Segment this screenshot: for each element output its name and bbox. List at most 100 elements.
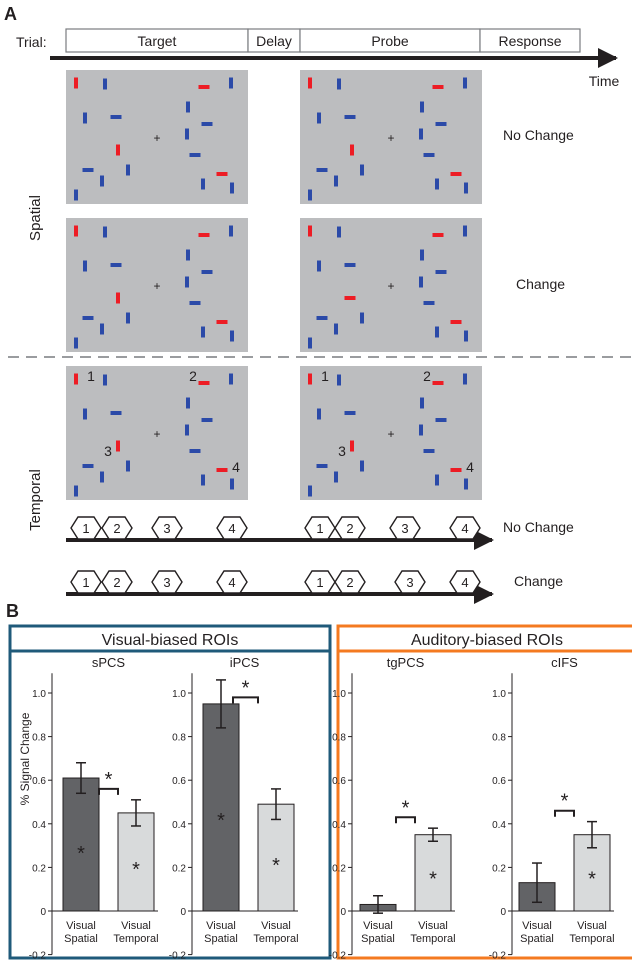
y-tick-label: 1.0 [172, 689, 186, 700]
x-category-line1: Visual [418, 920, 448, 932]
blue-bar [360, 312, 364, 324]
condition-spatial-change: Change [516, 276, 565, 292]
comparison-bracket [98, 787, 119, 795]
blue-bar [316, 316, 328, 320]
blue-bar [186, 249, 190, 261]
phase-delay: Delay [256, 33, 292, 49]
sequence-number: 2 [113, 575, 120, 590]
chart-tgPCS: -0.200.20.40.60.81.0tgPCSVisualSpatialVi… [329, 655, 456, 961]
screen-background [300, 366, 482, 500]
y-tick-label: -0.2 [489, 951, 507, 961]
sequence-number: 4 [461, 521, 468, 536]
sequence-number: 3 [163, 521, 170, 536]
y-tick-label: 0.2 [172, 863, 186, 874]
phase-response: Response [498, 33, 561, 49]
blue-bar [317, 112, 321, 124]
y-tick-label: 0 [180, 907, 186, 918]
red-target-bar [432, 85, 444, 89]
red-target-bar [350, 144, 354, 156]
blue-bar [423, 153, 435, 157]
blue-bar [337, 374, 341, 386]
x-category-line1: Visual [121, 920, 151, 932]
blue-bar [189, 301, 201, 305]
red-target-bar [198, 233, 210, 237]
red-target-bar [350, 440, 354, 452]
red-target-bar [216, 172, 228, 176]
panel-b-label: B [6, 601, 19, 621]
blue-bar [334, 471, 338, 483]
blue-bar [464, 330, 468, 342]
blue-bar [463, 77, 467, 89]
blue-bar [82, 464, 94, 468]
x-category-line2: Spatial [64, 933, 98, 945]
red-target-bar [450, 468, 462, 472]
significance-star: * [132, 859, 140, 881]
blue-bar [435, 326, 439, 338]
screen-background [66, 218, 248, 352]
blue-bar [126, 164, 130, 176]
x-category-line1: Visual [363, 920, 393, 932]
blue-bar [229, 225, 233, 237]
sequence-number: 1 [82, 575, 89, 590]
comparison-star: * [242, 677, 250, 699]
blue-bar [463, 225, 467, 237]
blue-bar [189, 153, 201, 157]
red-target-bar [432, 233, 444, 237]
subplot-title: tgPCS [387, 655, 425, 670]
blue-bar [74, 485, 78, 497]
blue-bar [201, 418, 213, 422]
sequence-number: 2 [346, 575, 353, 590]
chart-iPCS: -0.200.20.40.60.81.0iPCSVisualSpatialVis… [169, 655, 299, 961]
bar-spatial [202, 703, 240, 912]
blue-bar [126, 460, 130, 472]
order-number: 4 [232, 459, 240, 475]
subplot-title: iPCS [230, 655, 260, 670]
blue-bar [360, 460, 364, 472]
blue-bar [435, 474, 439, 486]
blue-bar [308, 337, 312, 349]
blue-bar [201, 326, 205, 338]
order-number: 3 [338, 443, 346, 459]
sequence-hexagon [216, 516, 248, 540]
red-target-bar [116, 292, 120, 304]
y-tick-label: 0.8 [492, 733, 506, 744]
visual-group-frame [8, 624, 332, 960]
red-target-bar [74, 77, 78, 89]
blue-bar [334, 323, 338, 335]
blue-bar [201, 270, 213, 274]
blue-bar [83, 408, 87, 420]
red-target-bar [74, 373, 78, 385]
comparison-bracket [232, 696, 259, 704]
sequence-timelines: 1 2 3 4 1 2 3 4 1 2 3 4 1 2 3 4 [66, 516, 494, 604]
sequence-number: 2 [346, 521, 353, 536]
sequence-number: 4 [228, 575, 235, 590]
y-tick-label: 0.4 [492, 820, 506, 831]
x-category-line2: Spatial [204, 933, 238, 945]
screen-background [66, 366, 248, 500]
blue-bar [126, 312, 130, 324]
bar-temporal [414, 834, 452, 912]
order-number: 2 [423, 368, 431, 384]
y-tick-label: 0.6 [332, 776, 346, 787]
blue-bar [435, 270, 447, 274]
blue-bar [103, 226, 107, 238]
red-target-bar [198, 85, 210, 89]
y-tick-label: -0.2 [329, 951, 347, 961]
sequence-number: 3 [406, 575, 413, 590]
bar-temporal [117, 812, 155, 912]
stimulus-screen-temporal-probe: +1 2 3 4 [300, 366, 482, 500]
significance-star: * [588, 869, 596, 891]
red-target-bar [116, 440, 120, 452]
y-axis-label: % Signal Change [18, 712, 32, 805]
blue-bar [344, 263, 356, 267]
blue-bar [308, 485, 312, 497]
blue-bar [100, 175, 104, 187]
x-category-line2: Spatial [520, 933, 554, 945]
blue-bar [317, 260, 321, 272]
comparison-star: * [402, 797, 410, 819]
blue-bar [82, 168, 94, 172]
stimulus-screen-spatial-probe-no-change: + [300, 70, 482, 204]
bar-charts: -0.200.20.40.60.81.0sPCSVisualSpatialVis… [29, 655, 615, 961]
blue-bar [185, 276, 189, 288]
